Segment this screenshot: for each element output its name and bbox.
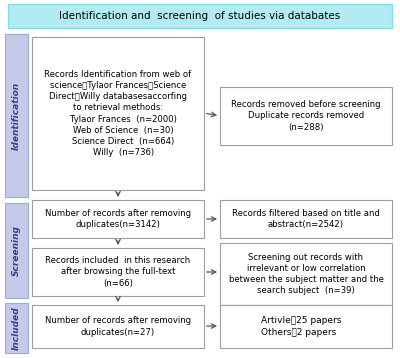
FancyBboxPatch shape	[5, 303, 28, 353]
Text: Records filtered based on title and
abstract(n=2542): Records filtered based on title and abst…	[232, 209, 380, 229]
FancyBboxPatch shape	[32, 248, 204, 296]
Text: Records included  in this research
after browsing the full-text
(n=66): Records included in this research after …	[46, 256, 190, 287]
FancyBboxPatch shape	[220, 305, 392, 348]
FancyBboxPatch shape	[32, 305, 204, 348]
FancyBboxPatch shape	[220, 87, 392, 145]
Text: Artivle：25 papers
Others：2 papers: Artivle：25 papers Others：2 papers	[261, 316, 341, 337]
FancyBboxPatch shape	[220, 243, 392, 305]
Text: Number of records after removing
duplicates(n=27): Number of records after removing duplica…	[45, 316, 191, 337]
Text: Screening: Screening	[12, 225, 21, 276]
Text: Identification and  screening  of studies via databates: Identification and screening of studies …	[59, 11, 341, 21]
Text: Screening out records with
irrelevant or low correlation
between the subject mat: Screening out records with irrelevant or…	[228, 253, 384, 295]
Text: Records removed before screening
Duplicate records removed
(n=288): Records removed before screening Duplica…	[231, 100, 381, 132]
Text: Identification: Identification	[12, 81, 21, 150]
FancyBboxPatch shape	[220, 200, 392, 238]
FancyBboxPatch shape	[32, 37, 204, 190]
Text: Included: Included	[12, 306, 21, 350]
FancyBboxPatch shape	[5, 34, 28, 197]
Text: Number of records after removing
duplicates(n=3142): Number of records after removing duplica…	[45, 209, 191, 229]
FancyBboxPatch shape	[5, 203, 28, 298]
FancyBboxPatch shape	[8, 4, 392, 28]
FancyBboxPatch shape	[32, 200, 204, 238]
Text: Records Identification from web of
science，Tylaor Frances，Science
Direct，Willy d: Records Identification from web of scien…	[44, 70, 192, 157]
